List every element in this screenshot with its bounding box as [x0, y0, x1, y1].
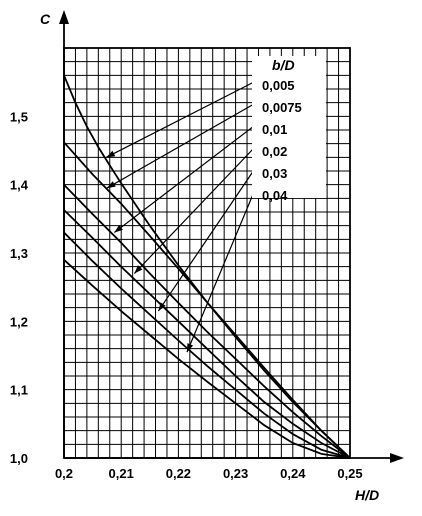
- tick-labels: 0,2 0,21 0,22 0,23 0,24 0,25 1,0 1,1 1,2 1,3 1,4 1,…: [10, 109, 363, 481]
- leader-arrow-0-04: [186, 343, 194, 353]
- x-tick-label: 0,2: [55, 466, 73, 481]
- curve-0-01: [63, 184, 351, 459]
- leader-line-0-02: [133, 147, 255, 274]
- x-tick-label: 0,25: [337, 466, 362, 481]
- leader-line-0-03: [157, 169, 255, 312]
- x-axis-arrow: [390, 453, 404, 463]
- y-tick-label: 1,2: [10, 314, 28, 329]
- legend-title: b/D: [272, 57, 295, 73]
- x-tick-label: 0,22: [166, 466, 191, 481]
- leader-line-0-01: [113, 125, 255, 233]
- leader-line-0-0075: [106, 103, 255, 189]
- legend-label-0-03: 0,03: [262, 166, 287, 181]
- curve-0-005: [63, 74, 351, 459]
- y-tick-label: 1,1: [10, 383, 28, 398]
- legend-label-0-01: 0,01: [262, 122, 287, 137]
- leader-line-0-005: [106, 81, 255, 158]
- curves: [63, 74, 351, 459]
- leader-arrow-0-01: [114, 224, 123, 233]
- legend-label-0-0075: 0,0075: [262, 100, 302, 115]
- y-tick-label: 1,4: [10, 178, 29, 193]
- y-tick-label: 1,5: [10, 109, 28, 124]
- leader-arrow-0-005: [106, 150, 116, 158]
- y-tick-label: 1,3: [10, 246, 28, 261]
- x-axis-title: H/D: [355, 487, 379, 503]
- curve-0-04: [63, 259, 351, 459]
- curve-0-03: [63, 231, 351, 459]
- legend-label-0-02: 0,02: [262, 144, 287, 159]
- x-tick-label: 0,24: [280, 466, 306, 481]
- y-axis-title: C: [40, 11, 51, 27]
- legend: b/D 0,005 0,0075 0,01 0,02 0,03 0,04: [252, 56, 326, 203]
- y-tick-label: 1,0: [10, 451, 28, 466]
- legend-label-0-04: 0,04: [262, 188, 288, 203]
- legend-box: [252, 56, 326, 198]
- legend-label-0-005: 0,005: [262, 78, 295, 93]
- curve-0-02: [63, 209, 351, 459]
- y-axis-arrow: [59, 10, 69, 24]
- leader-arrow-0-03: [158, 302, 166, 312]
- leader-line-0-04: [186, 191, 255, 353]
- curve-0-0075: [63, 141, 351, 459]
- leader-arrow-0-02: [134, 265, 143, 274]
- x-tick-label: 0,21: [109, 466, 134, 481]
- x-tick-label: 0,23: [223, 466, 248, 481]
- leader-arrow-0-0075: [106, 181, 116, 189]
